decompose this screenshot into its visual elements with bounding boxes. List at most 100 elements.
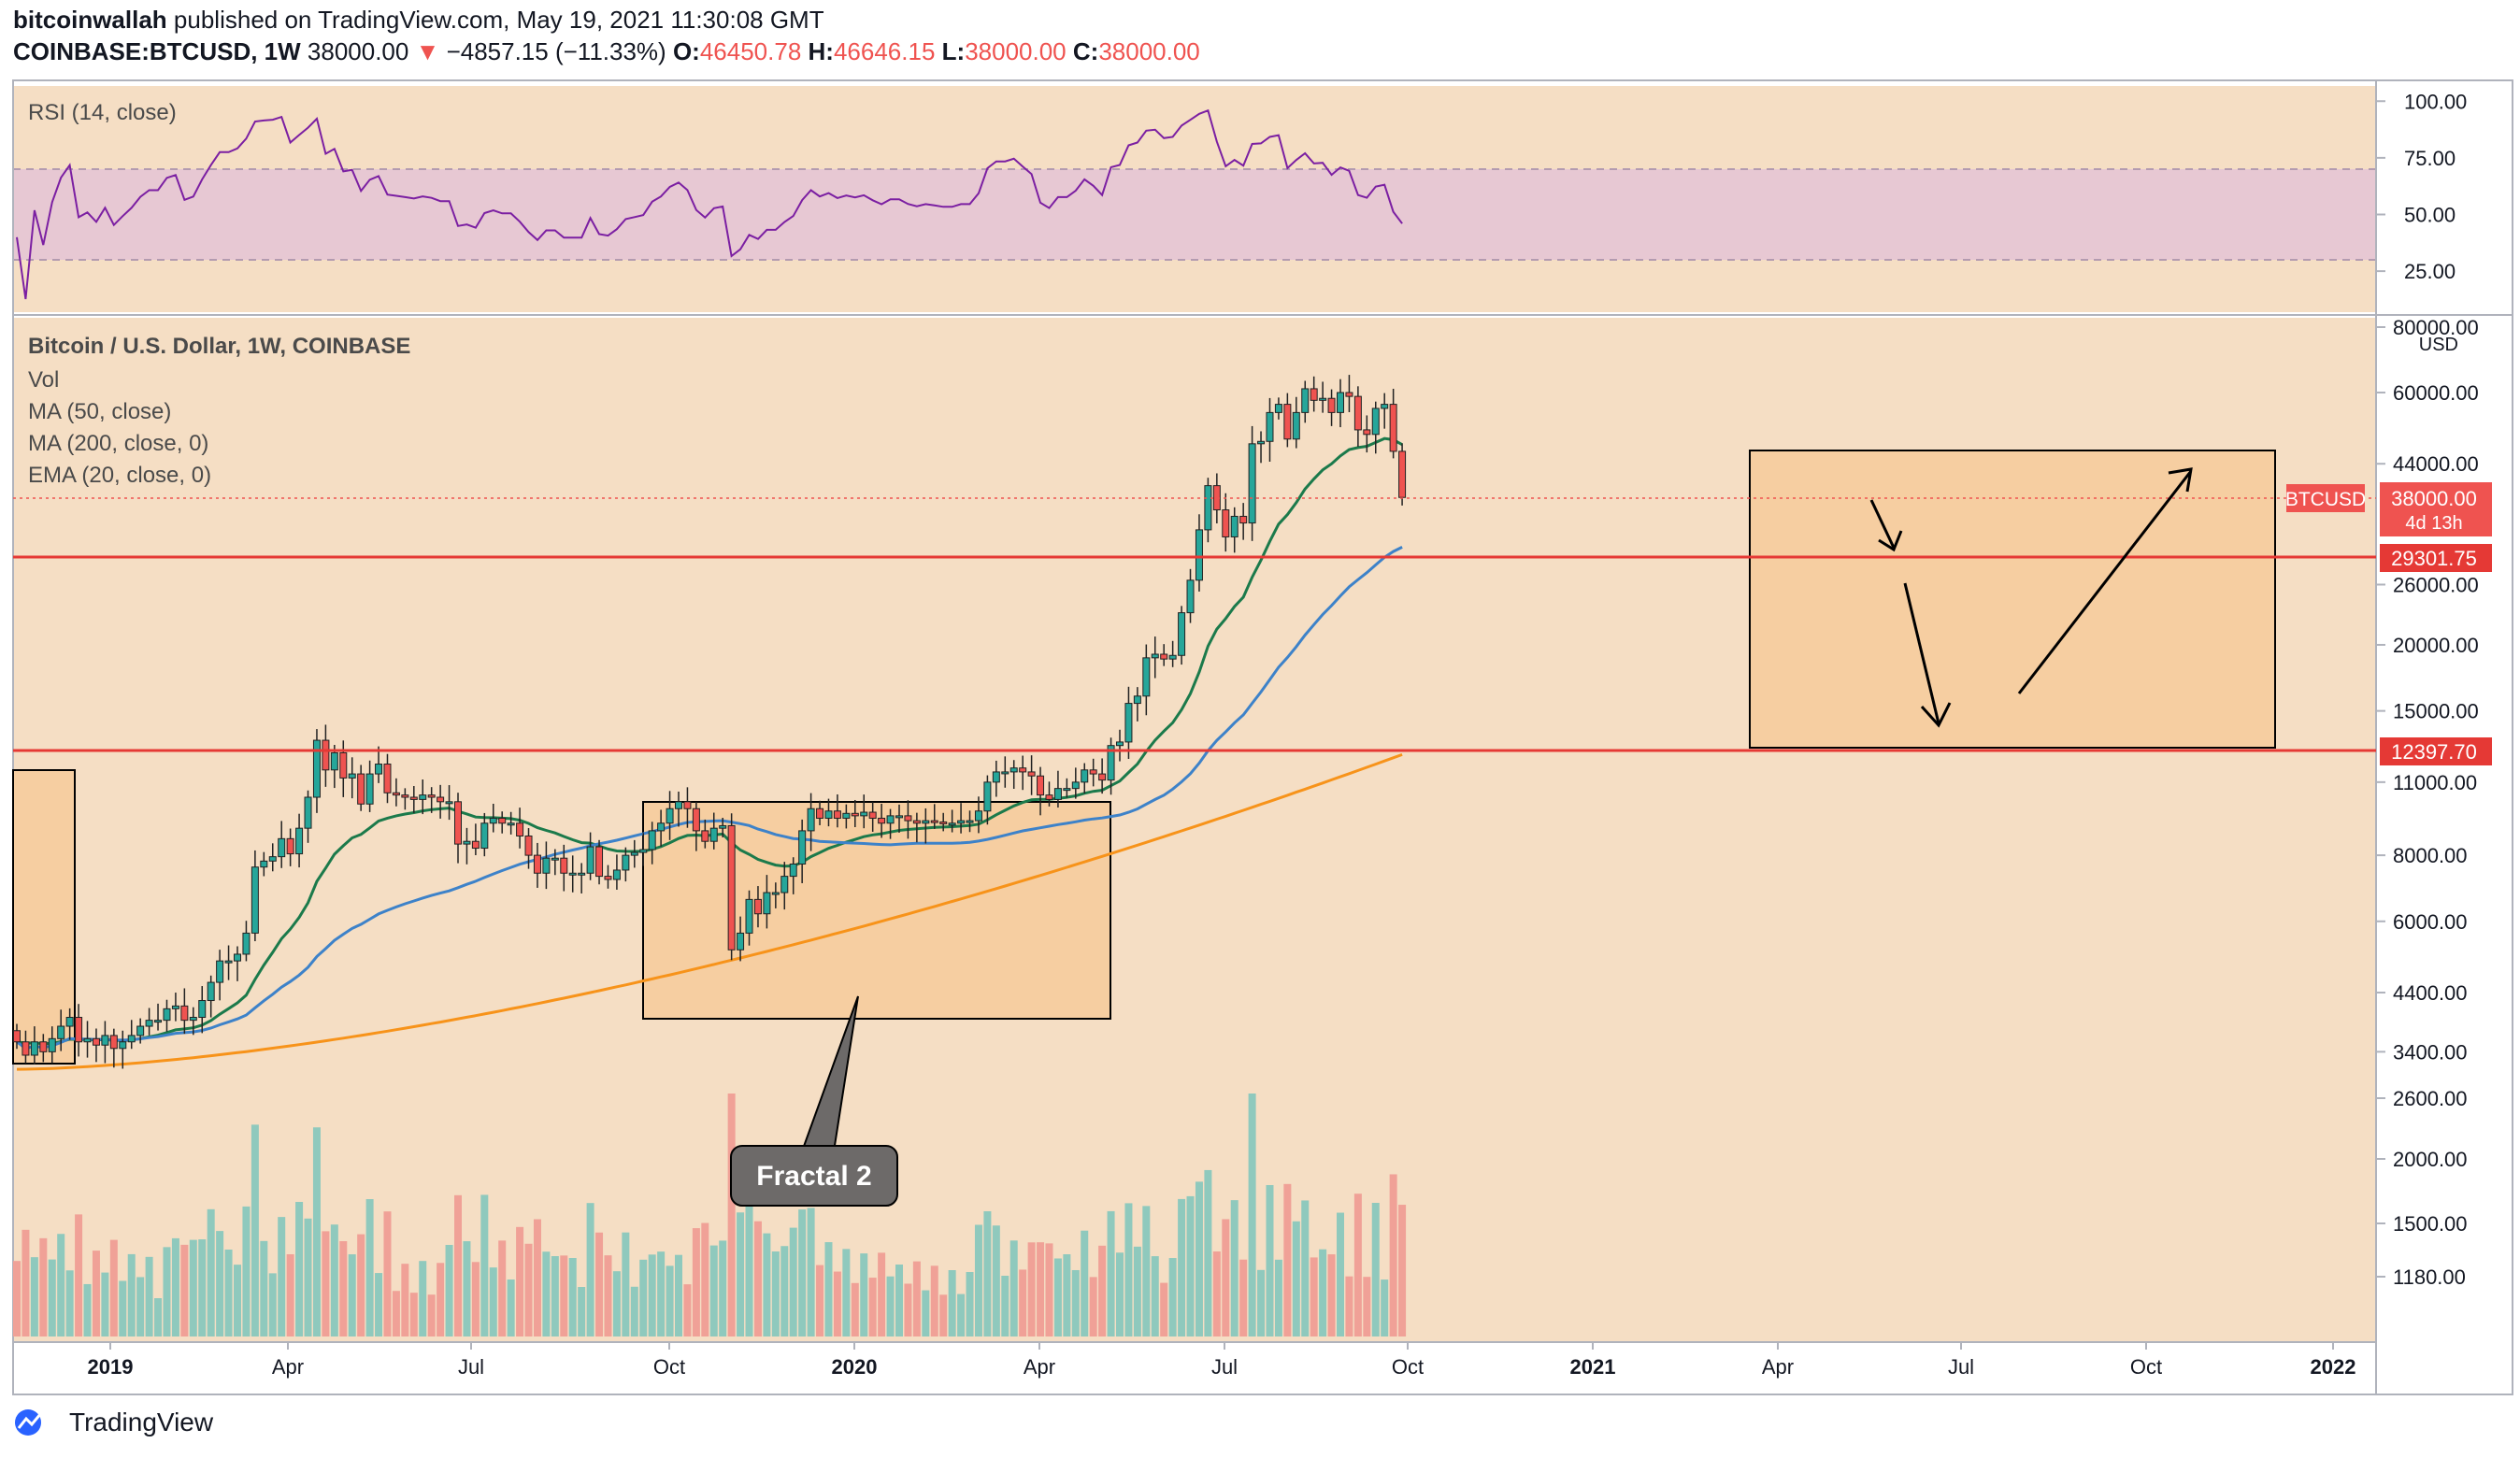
candle-body (753, 898, 762, 915)
candle-body (974, 810, 982, 822)
price-tick-label: 44000.00 (2393, 452, 2479, 476)
volume-bar (833, 1271, 841, 1336)
candle-body (878, 817, 886, 824)
volume-bar (630, 1286, 638, 1336)
candle-body (1124, 703, 1133, 743)
volume-bar (383, 1211, 392, 1336)
published-text: published on TradingView.com, May 19, 20… (173, 6, 824, 34)
price-tick-label: 6000.00 (2393, 910, 2468, 934)
candle-body (745, 898, 753, 934)
volume-bar (39, 1237, 48, 1336)
candle-body (957, 820, 966, 824)
candle-body (295, 827, 304, 855)
candle-body (807, 808, 815, 832)
candle-body (1353, 395, 1362, 431)
last-price-label[interactable]: BTCUSD 38000.00 4d 13h (2285, 482, 2492, 536)
volume-bar (30, 1257, 38, 1336)
price-tick-label: 3400.00 (2393, 1040, 2468, 1064)
volume-bar (1292, 1221, 1300, 1336)
volume-bar (83, 1283, 92, 1336)
volume-bars (13, 1094, 1407, 1336)
volume-bar (260, 1240, 268, 1336)
fractal-box-left (12, 769, 76, 1065)
price-tick-label: 4400.00 (2393, 981, 2468, 1005)
volume-bar (824, 1242, 833, 1336)
candle-body (630, 851, 638, 856)
volume-bar (109, 1239, 118, 1336)
candle-body (983, 781, 992, 812)
candle-body (92, 1037, 100, 1046)
volume-bar (1398, 1205, 1407, 1336)
volume-bar (65, 1270, 74, 1336)
volume-bar (498, 1240, 507, 1336)
candle-body (709, 827, 718, 842)
candle-body (533, 854, 541, 874)
volume-bar (322, 1231, 330, 1336)
candle-body (1009, 767, 1018, 773)
candle-body (1301, 388, 1310, 413)
candle-body (1107, 745, 1115, 781)
indicator-label: EMA (20, close, 0) (28, 463, 211, 488)
candle-body (886, 815, 895, 824)
candle-body (939, 821, 948, 824)
volume-bar (189, 1239, 197, 1336)
volume-bar (101, 1272, 109, 1336)
rsi-tick-label: 100.00 (2404, 90, 2467, 113)
arrow-down-short-head (1878, 530, 1903, 552)
volume-bar (1327, 1254, 1336, 1336)
candle-body (1168, 654, 1177, 660)
candle-body (551, 857, 559, 861)
volume-bar (1009, 1240, 1018, 1336)
candle-body (39, 1041, 48, 1052)
fractal-label: Fractal 2 (756, 1161, 871, 1192)
candle-body (65, 1017, 74, 1027)
volume-bar (1053, 1258, 1062, 1336)
candle-body (437, 796, 445, 803)
volume-bar (75, 1214, 83, 1336)
time-tick-label: 2019 (88, 1355, 134, 1379)
candle-body (586, 846, 594, 874)
candle-body (154, 1020, 163, 1023)
rsi-tick-label: 25.00 (2404, 260, 2456, 283)
ma50-line (16, 546, 1403, 1051)
candle-body (1098, 773, 1107, 781)
candle-body (922, 820, 930, 824)
time-tick-label: Jul (1948, 1355, 1974, 1379)
candle-body (639, 849, 648, 853)
volume-bar (1310, 1257, 1318, 1336)
candle-body (198, 1000, 207, 1019)
candle-body (365, 773, 374, 805)
volume-bar (560, 1255, 568, 1336)
price-tick-label: 8000.00 (2393, 844, 2468, 867)
volume-bar (427, 1294, 436, 1336)
price-title: Bitcoin / U.S. Dollar, 1W, COINBASE (28, 334, 410, 359)
symbol-label[interactable]: COINBASE:BTCUSD, 1W (13, 37, 301, 65)
time-tick-label: Oct (1392, 1355, 1424, 1379)
candle-body (21, 1041, 30, 1056)
candle-body (1327, 397, 1336, 413)
volume-bar (1266, 1184, 1274, 1336)
volume-bar (1230, 1200, 1239, 1336)
footer[interactable]: TradingView (13, 1408, 213, 1437)
candle-body (1081, 769, 1089, 783)
author[interactable]: bitcoinwallah (13, 6, 167, 34)
volume-bar (1045, 1243, 1053, 1336)
last-symbol: BTCUSD (2285, 489, 2366, 510)
resistance-label: 29301.75 (2391, 547, 2477, 570)
candle-body (348, 773, 356, 779)
volume-bar (578, 1287, 586, 1336)
candle-body (1212, 485, 1221, 511)
volume-bar (1363, 1277, 1371, 1336)
volume-bar (612, 1271, 621, 1336)
candle-body (1071, 781, 1080, 790)
volume-bar (163, 1247, 171, 1336)
volume-bar (295, 1201, 304, 1336)
volume-bar (92, 1251, 100, 1336)
candle-body (30, 1041, 38, 1056)
candle-body (189, 1017, 197, 1022)
volume-bar (154, 1298, 163, 1336)
candle-body (127, 1035, 136, 1043)
candle-body (1230, 515, 1239, 537)
projection-box (1749, 450, 2276, 749)
